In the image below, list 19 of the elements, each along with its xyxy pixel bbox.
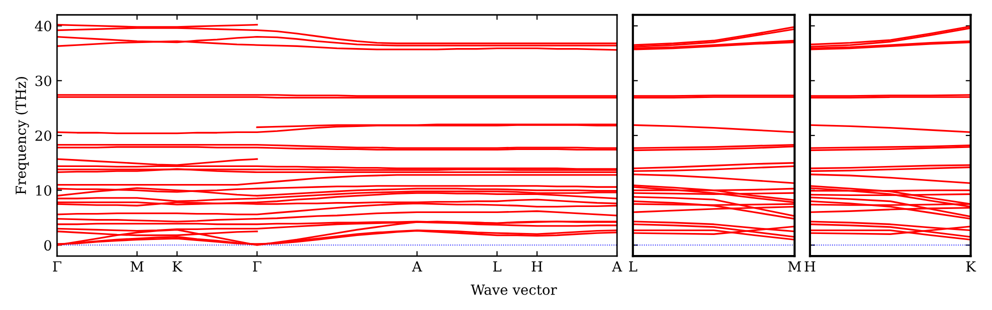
x-tick-label: M xyxy=(130,261,144,272)
x-tick-label: H xyxy=(532,261,542,272)
x-tick-label: A xyxy=(612,261,622,272)
x-tick-label: A xyxy=(412,261,422,272)
x-tick-label: Γ xyxy=(52,261,62,272)
x-axis-title: Wave vector xyxy=(470,284,557,295)
y-tick-label: 30 xyxy=(36,76,52,86)
x-tick-label: M xyxy=(788,261,801,272)
x-tick-label: Γ xyxy=(252,261,262,272)
x-tick-label: L xyxy=(629,261,638,272)
x-tick-label: H xyxy=(804,261,816,272)
y-tick-label: 0 xyxy=(44,240,52,251)
y-tick-label: 20 xyxy=(35,130,52,141)
x-tick-label: K xyxy=(172,261,182,272)
y-axis-title: Frequency (THz) xyxy=(15,77,29,194)
y-tick-label: 10 xyxy=(36,185,52,196)
x-tick-label: L xyxy=(493,261,502,272)
x-tick-label: K xyxy=(966,261,976,272)
y-tick-label: 40 xyxy=(34,20,52,32)
